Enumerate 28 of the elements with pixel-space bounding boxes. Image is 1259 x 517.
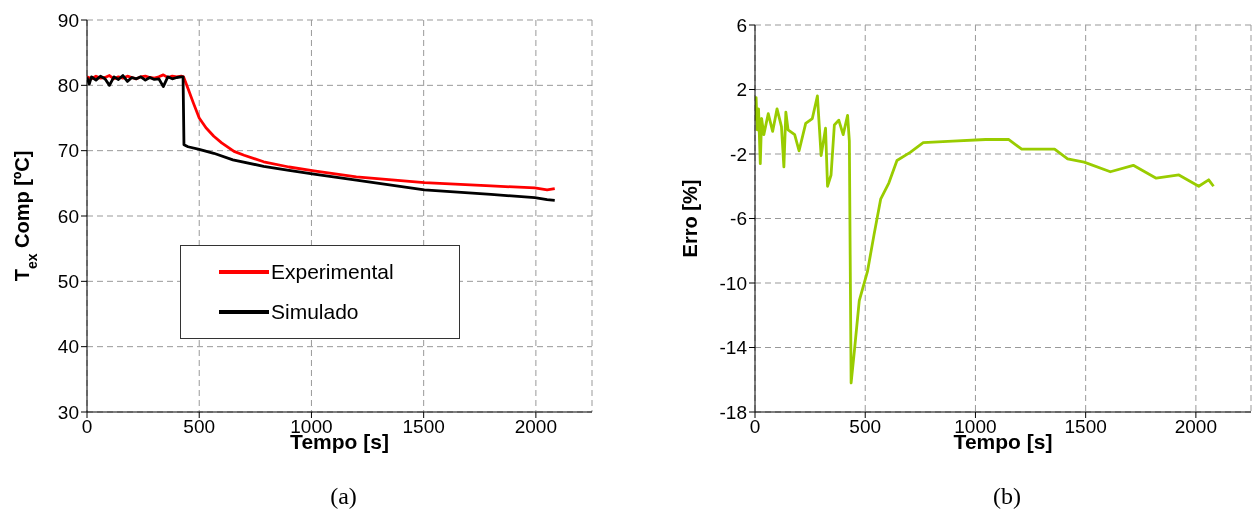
x-tick-label: 500 xyxy=(183,416,216,438)
x-tick-label: 2000 xyxy=(1174,416,1218,438)
y-tick-label: -10 xyxy=(719,272,747,294)
x-tick-label: 2000 xyxy=(514,416,558,438)
x-tick-label: 0 xyxy=(749,416,761,438)
y-tick-label: 2 xyxy=(736,79,747,101)
y-axis-title: Erro [%] xyxy=(679,179,701,258)
y-tick-label: 6 xyxy=(736,14,747,36)
x-tick-label: 1500 xyxy=(1064,416,1107,438)
x-tick-label: 500 xyxy=(849,416,882,438)
y-tick-label: -6 xyxy=(730,208,747,230)
text: (b) xyxy=(992,483,1022,510)
y-tick-label: 50 xyxy=(57,271,79,293)
x-tick-label: 0 xyxy=(81,416,93,438)
y-tick-label: 90 xyxy=(57,9,79,31)
y-tick-label: 80 xyxy=(57,75,79,97)
y-tick-label: 60 xyxy=(57,205,79,227)
y-tick-label: -14 xyxy=(719,337,748,359)
y-tick-label: 70 xyxy=(57,140,79,162)
line-series xyxy=(755,94,1215,385)
text: (a) xyxy=(329,483,358,510)
y-tick-label: 30 xyxy=(57,401,79,423)
y-tick-label: -2 xyxy=(730,143,747,165)
legend-label: Experimental xyxy=(271,260,394,284)
legend-label: Simulado xyxy=(271,300,359,324)
y-tick-label: -18 xyxy=(719,401,747,423)
x-tick-label: 1500 xyxy=(402,416,445,438)
y-tick-label: 40 xyxy=(57,336,79,358)
